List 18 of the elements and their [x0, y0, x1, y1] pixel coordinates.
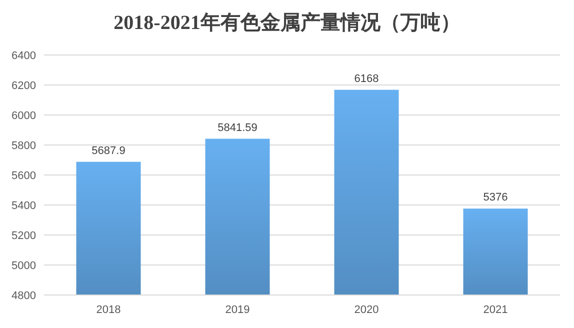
y-tick-label: 6200 — [12, 80, 36, 92]
y-tick-label: 4800 — [12, 290, 36, 302]
x-tick-label: 2018 — [96, 304, 121, 316]
y-tick-label: 6000 — [12, 110, 36, 122]
y-tick-label: 5400 — [12, 200, 36, 212]
data-label: 5841.59 — [218, 122, 258, 134]
y-tick-label: 5000 — [12, 260, 36, 272]
data-label: 6168 — [354, 72, 379, 85]
x-tick-label: 2020 — [354, 304, 379, 316]
y-tick-label: 6400 — [12, 50, 36, 62]
data-label: 5687.9 — [92, 144, 126, 157]
x-tick-label: 2021 — [483, 304, 508, 316]
y-tick-label: 5800 — [12, 140, 36, 152]
y-tick-label: 5200 — [12, 230, 36, 242]
chart-title: 2018-2021年有色金属产量情况（万吨） — [114, 11, 460, 34]
y-tick-label: 5600 — [12, 170, 36, 182]
x-tick-label: 2019 — [225, 304, 250, 316]
data-label: 5376 — [483, 192, 508, 204]
